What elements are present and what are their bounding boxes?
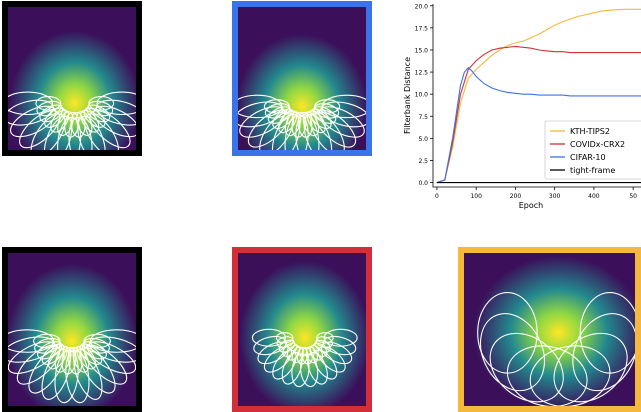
filterbank-panel-2: [232, 1, 372, 156]
panel-border: [2, 247, 142, 412]
filter-ellipses: [2, 329, 142, 404]
filterbank-distance-chart: 0.0 2.5 5.0 7.5 10.0 12.5 15.0 17.5 20.0 0 100 200 3…: [400, 0, 641, 228]
x-tick-label: 0: [435, 193, 439, 200]
y-tick-label: 20.0: [415, 3, 429, 10]
x-tick-label: 300: [549, 193, 561, 200]
x-tick-label: 50: [629, 193, 637, 200]
panel-border: [2, 1, 142, 156]
filterbank-panel-4: [232, 247, 372, 412]
y-tick-label: 15.0: [415, 47, 429, 54]
legend-entry: KTH-TIPS2: [570, 127, 610, 136]
y-tick-label: 7.5: [418, 114, 428, 121]
x-tick-label: 100: [470, 193, 482, 200]
legend-entry: COVIDx-CRX2: [570, 140, 625, 149]
y-tick-label: 17.5: [415, 25, 429, 32]
y-axis-label: Filterbank Distance: [403, 57, 412, 134]
filterbank-panel-1: [2, 1, 142, 156]
panel-border: [458, 247, 641, 412]
y-tick-label: 10.0: [415, 92, 429, 99]
filterbank-panel-3: [2, 247, 142, 412]
legend-entry: tight-frame: [570, 166, 615, 175]
legend-entry: CIFAR-10: [570, 153, 606, 162]
y-tick-label: 5.0: [418, 136, 428, 143]
filter-ellipses: [2, 91, 142, 156]
series-line-kth-tips2: [436, 8, 641, 184]
panel-border: [232, 1, 372, 156]
heatmap-background: [232, 1, 372, 156]
legend-box: [544, 120, 641, 180]
y-tick-label: 12.5: [415, 70, 429, 77]
heatmap-background: [458, 247, 641, 412]
series-line-cifar-10: [436, 66, 641, 184]
x-axis-label: Epoch: [519, 201, 544, 210]
x-tick-label: 400: [588, 193, 600, 200]
axes-frame: [432, 4, 641, 188]
filterbank-panel-5: [458, 247, 641, 412]
x-tick-label: 200: [510, 193, 522, 200]
heatmap-background: [232, 247, 372, 412]
filter-ellipses: [251, 328, 358, 388]
panel-border: [232, 247, 372, 412]
series-line-covidx-crx2: [436, 45, 641, 184]
y-tick-label: 0.0: [418, 180, 428, 187]
y-tick-label: 2.5: [418, 158, 428, 165]
